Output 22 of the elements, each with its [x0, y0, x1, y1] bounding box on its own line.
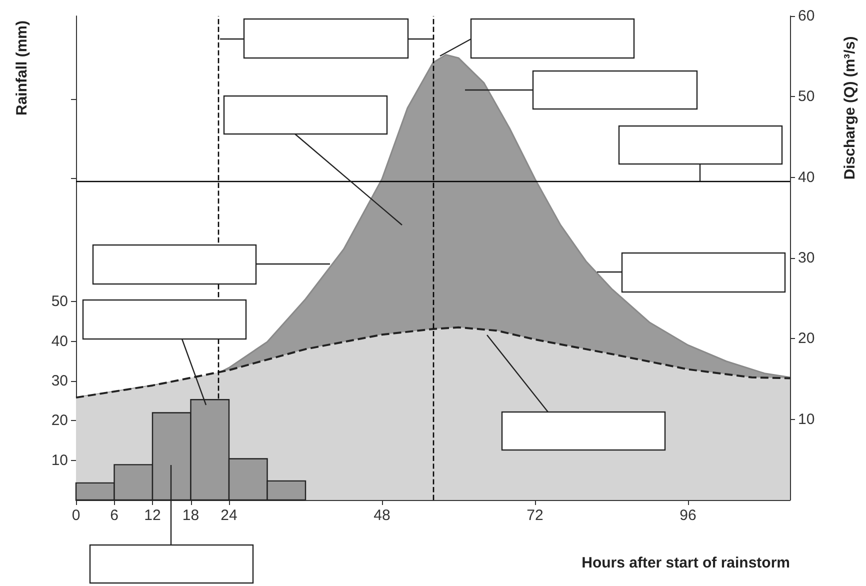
- y2-tick-label: 30: [798, 250, 815, 266]
- y2-axis-title: Discharge (Q) (m³/s): [842, 36, 858, 180]
- x-axis-title: Hours after start of rainstorm: [582, 554, 790, 572]
- y2-tick-label: 50: [798, 88, 815, 106]
- y-tick-label: 30: [51, 372, 68, 390]
- x-tick-label: 12: [144, 507, 161, 524]
- y-tick-label: 50: [51, 293, 68, 310]
- y-axis-title: Rainfall (mm): [14, 20, 30, 116]
- x-tick-label: 6: [110, 507, 118, 524]
- x-tick-label: 96: [680, 507, 696, 524]
- y-tick-label: 10: [51, 452, 68, 469]
- y2-tick-label: 60: [798, 8, 815, 24]
- y2-tick-label: 20: [798, 330, 815, 348]
- x-tick-label: 18: [182, 507, 200, 524]
- x-tick-label: 48: [374, 507, 390, 524]
- y2-tick-label: 40: [798, 168, 815, 186]
- x-tick-label: 24: [220, 507, 238, 524]
- y-tick-label: 20: [51, 412, 68, 430]
- x-tick-label: 72: [526, 507, 544, 524]
- y2-tick-label: 10: [798, 410, 815, 428]
- x-tick-label: 0: [72, 507, 80, 524]
- y-tick-label: 40: [51, 332, 68, 350]
